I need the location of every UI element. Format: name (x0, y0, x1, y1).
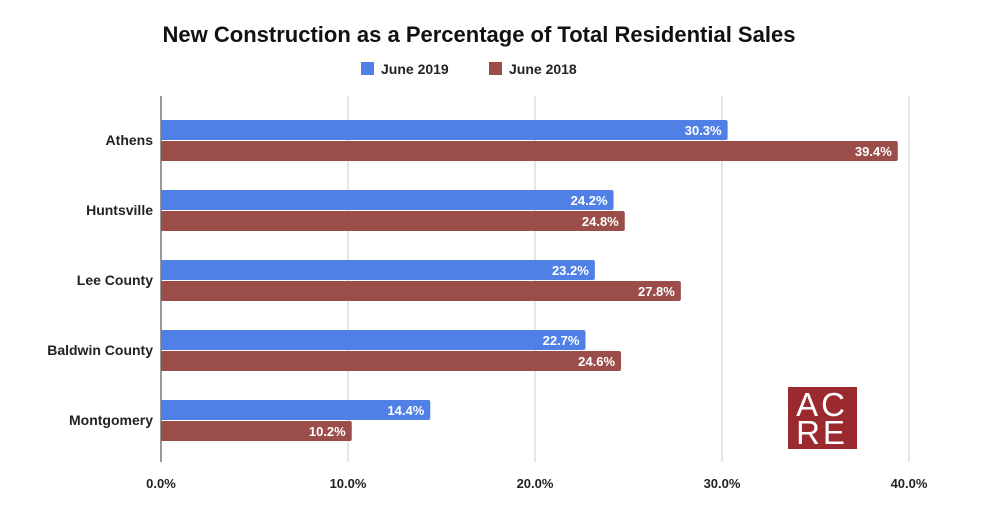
x-tick-label: 20.0% (517, 476, 554, 491)
bar-group: 24.6% (161, 351, 622, 371)
category-label-lee-county: Lee County (77, 272, 153, 288)
x-axis-ticks: 0.0% 10.0% 20.0% 30.0% 40.0% (146, 476, 928, 491)
category-label-huntsville: Huntsville (86, 202, 153, 218)
bars: 30.3% 39.4% 24.2% 24.8% 23.2% 27.8% 22.7% 24.6%… (161, 120, 898, 441)
logo-text-line2: RE (796, 414, 848, 451)
legend-swatch-june-2019 (361, 62, 374, 75)
data-label: 39.4% (855, 144, 892, 159)
chart-title: New Construction as a Percentage of Tota… (163, 22, 796, 47)
bar-june-2019-baldwin-county (161, 330, 586, 350)
data-label: 10.2% (309, 424, 346, 439)
x-tick-label: 30.0% (704, 476, 741, 491)
bar-group: 22.7% (161, 330, 586, 350)
legend-label-june-2019: June 2019 (381, 61, 449, 77)
legend: June 2019 June 2018 (361, 61, 577, 77)
data-label: 30.3% (685, 123, 722, 138)
bar-group: 23.2% (161, 260, 595, 280)
category-label-athens: Athens (106, 132, 154, 148)
bar-group: 24.8% (161, 211, 625, 231)
data-label: 22.7% (543, 333, 580, 348)
category-label-baldwin-county: Baldwin County (47, 342, 153, 358)
x-tick-label: 0.0% (146, 476, 176, 491)
legend-swatch-june-2018 (489, 62, 502, 75)
bar-group: 39.4% (161, 141, 898, 161)
bar-june-2018-montgomery (161, 421, 352, 441)
bar-group: 14.4% (161, 400, 431, 420)
category-label-montgomery: Montgomery (69, 412, 153, 428)
logo-text-line1: AC (796, 386, 848, 423)
acre-logo: AC RE (788, 386, 857, 451)
bar-group: 10.2% (161, 421, 352, 441)
bar-june-2019-montgomery (161, 400, 431, 420)
data-label: 27.8% (638, 284, 675, 299)
logo-background (788, 387, 857, 449)
bar-group: 30.3% (161, 120, 728, 140)
bar-group: 24.2% (161, 190, 614, 210)
data-label: 23.2% (552, 263, 589, 278)
bar-june-2019-huntsville (161, 190, 614, 210)
bar-june-2018-lee-county (161, 281, 681, 301)
data-label: 14.4% (387, 403, 424, 418)
bar-group: 27.8% (161, 281, 681, 301)
bar-june-2018-athens (161, 141, 898, 161)
data-label: 24.8% (582, 214, 619, 229)
y-axis-categories: Athens Huntsville Lee County Baldwin County… (47, 132, 153, 428)
bar-june-2018-huntsville (161, 211, 625, 231)
bar-june-2018-baldwin-county (161, 351, 622, 371)
bar-june-2019-lee-county (161, 260, 595, 280)
x-tick-label: 40.0% (891, 476, 928, 491)
data-label: 24.6% (578, 354, 615, 369)
data-label: 24.2% (571, 193, 608, 208)
legend-label-june-2018: June 2018 (509, 61, 577, 77)
bar-june-2019-athens (161, 120, 728, 140)
x-tick-label: 10.0% (330, 476, 367, 491)
